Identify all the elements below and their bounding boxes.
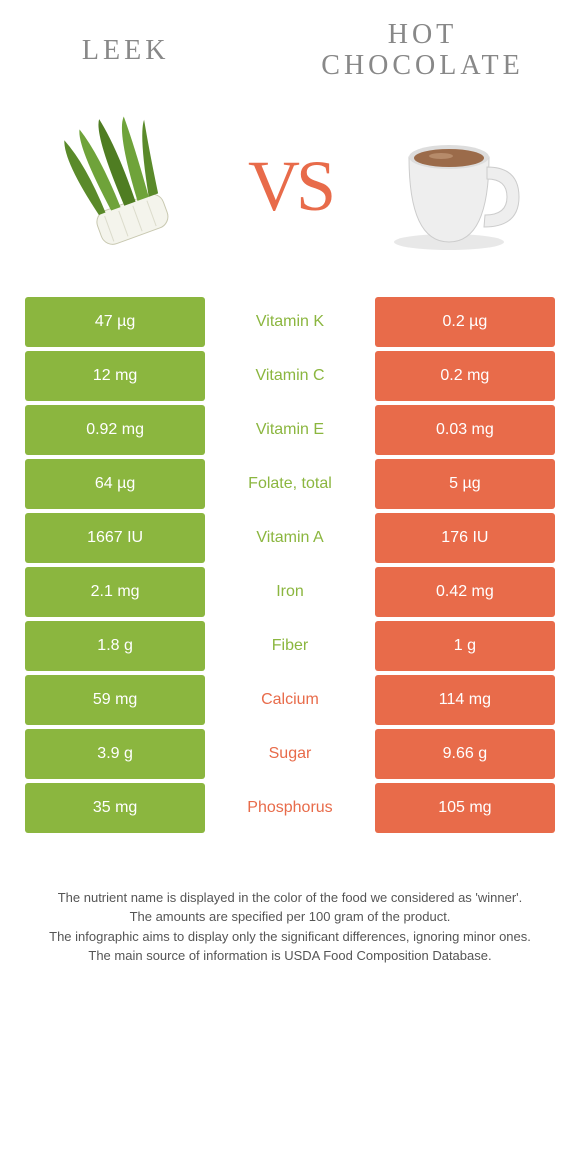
vs-label: VS bbox=[248, 145, 332, 228]
hot-chocolate-image bbox=[354, 107, 555, 267]
footer-notes: The nutrient name is displayed in the co… bbox=[25, 888, 555, 966]
nutrient-name: Calcium bbox=[205, 675, 375, 725]
left-value: 64 µg bbox=[25, 459, 205, 509]
right-value: 9.66 g bbox=[375, 729, 555, 779]
right-value: 176 IU bbox=[375, 513, 555, 563]
nutrient-row: 12 mgVitamin C0.2 mg bbox=[25, 351, 555, 401]
nutrient-name: Folate, total bbox=[205, 459, 375, 509]
left-value: 1.8 g bbox=[25, 621, 205, 671]
images-row: VS bbox=[25, 107, 555, 267]
nutrient-name: Phosphorus bbox=[205, 783, 375, 833]
footer-line: The amounts are specified per 100 gram o… bbox=[35, 907, 545, 927]
left-value: 1667 IU bbox=[25, 513, 205, 563]
left-value: 2.1 mg bbox=[25, 567, 205, 617]
right-food-title: HOT CHOCOLATE bbox=[290, 20, 555, 82]
header: LEEK HOT CHOCOLATE bbox=[25, 20, 555, 82]
footer-line: The main source of information is USDA F… bbox=[35, 946, 545, 966]
nutrient-row: 2.1 mgIron0.42 mg bbox=[25, 567, 555, 617]
nutrient-row: 47 µgVitamin K0.2 µg bbox=[25, 297, 555, 347]
nutrient-name: Iron bbox=[205, 567, 375, 617]
right-value: 1 g bbox=[375, 621, 555, 671]
footer-line: The infographic aims to display only the… bbox=[35, 927, 545, 947]
right-value: 0.03 mg bbox=[375, 405, 555, 455]
nutrient-row: 0.92 mgVitamin E0.03 mg bbox=[25, 405, 555, 455]
nutrient-row: 3.9 gSugar9.66 g bbox=[25, 729, 555, 779]
left-value: 3.9 g bbox=[25, 729, 205, 779]
right-value: 114 mg bbox=[375, 675, 555, 725]
nutrient-row: 35 mgPhosphorus105 mg bbox=[25, 783, 555, 833]
footer-line: The nutrient name is displayed in the co… bbox=[35, 888, 545, 908]
right-value: 0.2 mg bbox=[375, 351, 555, 401]
leek-image bbox=[25, 107, 226, 267]
left-value: 0.92 mg bbox=[25, 405, 205, 455]
left-value: 59 mg bbox=[25, 675, 205, 725]
comparison-table: 47 µgVitamin K0.2 µg12 mgVitamin C0.2 mg… bbox=[25, 297, 555, 833]
nutrient-name: Vitamin E bbox=[205, 405, 375, 455]
nutrient-name: Fiber bbox=[205, 621, 375, 671]
nutrient-name: Vitamin A bbox=[205, 513, 375, 563]
nutrient-name: Vitamin K bbox=[205, 297, 375, 347]
mug-icon bbox=[379, 112, 529, 262]
left-value: 12 mg bbox=[25, 351, 205, 401]
right-value: 0.2 µg bbox=[375, 297, 555, 347]
right-value: 0.42 mg bbox=[375, 567, 555, 617]
nutrient-row: 1667 IUVitamin A176 IU bbox=[25, 513, 555, 563]
nutrient-row: 59 mgCalcium114 mg bbox=[25, 675, 555, 725]
left-value: 47 µg bbox=[25, 297, 205, 347]
nutrient-name: Sugar bbox=[205, 729, 375, 779]
nutrient-name: Vitamin C bbox=[205, 351, 375, 401]
right-value: 105 mg bbox=[375, 783, 555, 833]
leek-icon bbox=[36, 112, 216, 262]
nutrient-row: 1.8 gFiber1 g bbox=[25, 621, 555, 671]
left-food-title: LEEK bbox=[25, 35, 226, 67]
nutrient-row: 64 µgFolate, total5 µg bbox=[25, 459, 555, 509]
left-value: 35 mg bbox=[25, 783, 205, 833]
right-value: 5 µg bbox=[375, 459, 555, 509]
